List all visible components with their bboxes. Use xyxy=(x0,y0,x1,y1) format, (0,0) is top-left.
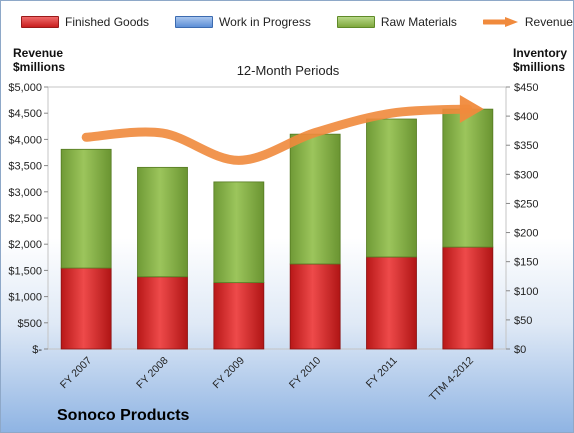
legend-item-work-in-progress: Work in Progress xyxy=(175,15,311,29)
left-axis-tick-label: $3,500 xyxy=(8,161,42,173)
right-axis-tick-label: $0 xyxy=(514,344,526,356)
bar-finished-goods xyxy=(442,246,494,350)
right-axis-tick-label: $250 xyxy=(514,198,538,210)
bar-finished-goods xyxy=(60,267,112,350)
bar-raw-materials xyxy=(60,148,112,269)
legend-label-work-in-progress: Work in Progress xyxy=(219,15,311,29)
left-axis-tick-label: $2,000 xyxy=(8,239,42,251)
left-axis-title-line-2: $millions xyxy=(13,60,66,74)
bar-finished-goods xyxy=(366,256,417,350)
right-axis-tick-label: $150 xyxy=(514,257,538,269)
left-axis-tick-label: $4,500 xyxy=(8,108,42,120)
x-axis-tick-label: TTM 4-2012 xyxy=(427,355,476,404)
right-axis-tick-label: $450 xyxy=(514,82,538,94)
right-axis-tick-label: $200 xyxy=(514,228,538,240)
bar-raw-materials xyxy=(366,118,417,258)
legend: Finished Goods Work in Progress Raw Mate… xyxy=(21,15,573,29)
bar-finished-goods xyxy=(213,282,265,350)
legend-item-raw-materials: Raw Materials xyxy=(336,15,457,29)
right-axis-tick-label: $300 xyxy=(514,169,538,181)
left-axis-title: Revenue $millions xyxy=(13,46,65,74)
right-axis-tick-label: $100 xyxy=(514,286,538,298)
left-axis-tick-label: $3,000 xyxy=(8,187,42,199)
legend-swatch-work-in-progress xyxy=(175,16,214,28)
bar-raw-materials xyxy=(213,181,265,284)
legend-label-revenue: Revenue xyxy=(524,15,573,29)
left-axis-tick-label: $5,000 xyxy=(8,82,42,94)
chart-title: 12-Month Periods xyxy=(236,63,340,78)
legend-label-finished-goods: Finished Goods xyxy=(65,15,150,29)
legend-item-revenue: Revenue xyxy=(482,15,573,29)
left-axis-tick-label: $- xyxy=(32,344,42,356)
right-axis-title-line-2: $millions xyxy=(513,60,566,74)
legend-swatch-raw-materials xyxy=(336,16,375,28)
bar-raw-materials xyxy=(289,133,341,265)
bar-raw-materials xyxy=(442,108,494,248)
company-name: Sonoco Products xyxy=(57,407,190,424)
legend-item-finished-goods: Finished Goods xyxy=(21,15,149,29)
x-axis-tick-label: FY 2011 xyxy=(364,355,400,391)
x-axis-tick-label: FY 2009 xyxy=(211,355,248,392)
left-axis-tick-label: $500 xyxy=(18,318,42,330)
left-axis-tick-label: $1,000 xyxy=(8,292,42,304)
left-axis-tick-label: $1,500 xyxy=(8,265,42,277)
right-axis-tick-label: $400 xyxy=(514,111,538,123)
right-axis-tick-label: $350 xyxy=(514,140,538,152)
legend-arrow-revenue xyxy=(482,17,518,27)
bar-finished-goods xyxy=(137,276,188,350)
legend-swatch-finished-goods xyxy=(21,16,59,28)
left-axis-tick-label: $2,500 xyxy=(8,213,42,225)
plot-area xyxy=(47,86,507,350)
bar-raw-materials xyxy=(137,166,188,278)
x-axis-tick-label: FY 2007 xyxy=(58,355,95,392)
left-axis-title-line-1: Revenue xyxy=(13,46,64,60)
revenue-arrowhead xyxy=(459,95,484,124)
right-axis-tick-label: $50 xyxy=(514,315,532,327)
revenue-line xyxy=(81,104,473,165)
bar-finished-goods xyxy=(289,263,341,350)
right-axis-title-line-1: Inventory xyxy=(513,46,568,60)
x-axis-tick-label: FY 2010 xyxy=(287,355,324,392)
right-axis-title: Inventory $millions xyxy=(513,46,567,74)
left-axis-tick-label: $4,000 xyxy=(8,134,42,146)
legend-label-raw-materials: Raw Materials xyxy=(380,15,457,29)
x-axis-tick-label: FY 2008 xyxy=(134,355,171,392)
